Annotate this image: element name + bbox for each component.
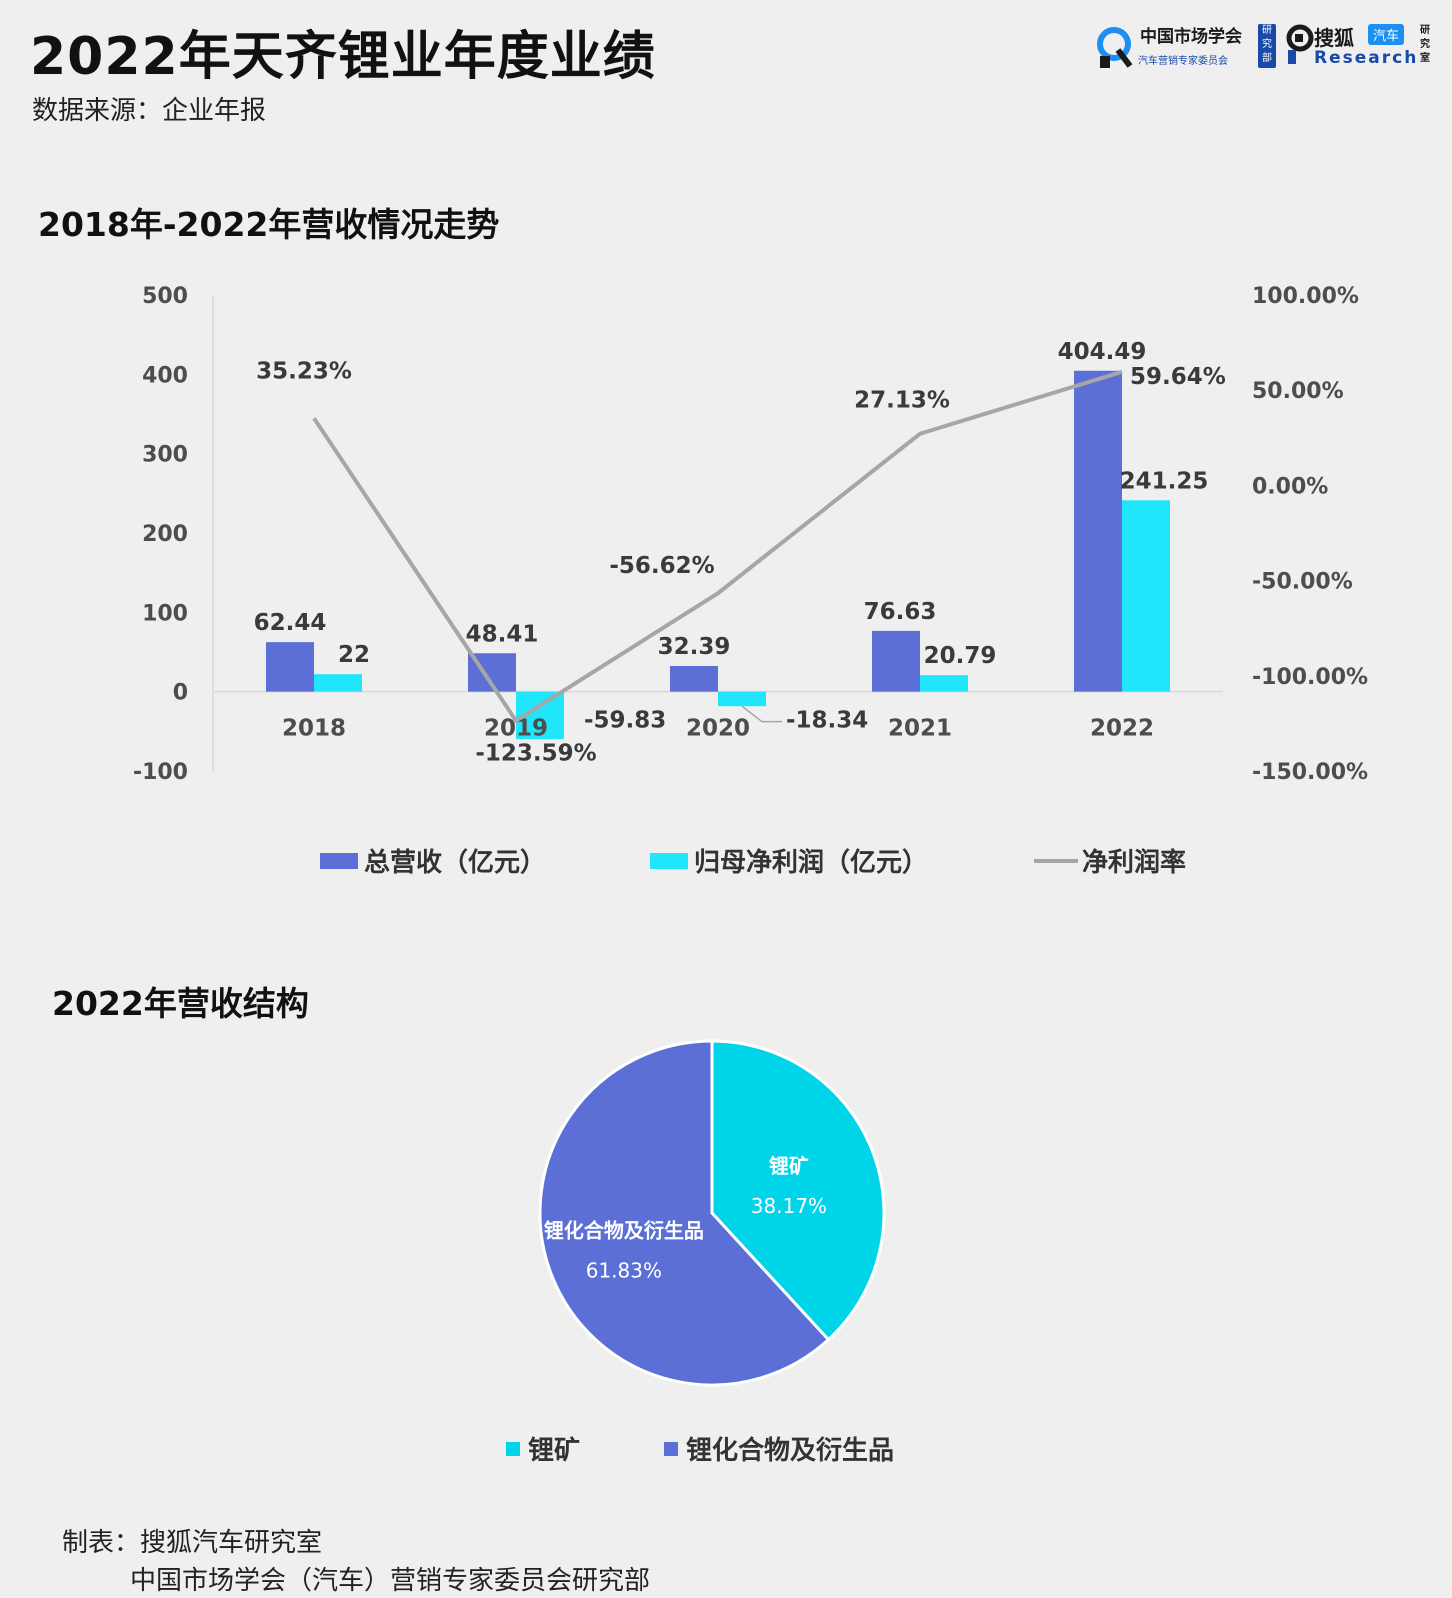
revenue-bar bbox=[266, 642, 314, 692]
x-tick-label: 2018 bbox=[282, 716, 346, 742]
y-left-tick-label: 300 bbox=[142, 443, 188, 468]
legend-item-margin: 净利润率 bbox=[1034, 842, 1186, 879]
y-left-tick-label: 0 bbox=[173, 681, 188, 706]
net-margin-data-label: -123.59% bbox=[475, 741, 596, 767]
y-right-tick-label: -150.00% bbox=[1252, 760, 1368, 785]
legend-item-net-profit: 归母净利润（亿元） bbox=[650, 842, 928, 879]
legend-item-revenue: 总营收（亿元） bbox=[320, 842, 546, 879]
revenue-data-label: 404.49 bbox=[1058, 339, 1147, 365]
revenue-data-label: 76.63 bbox=[864, 599, 937, 625]
sohu-logo-badge: 汽车 bbox=[1368, 24, 1405, 45]
trend-chart-title: 2018年-2022年营收情况走势 bbox=[38, 205, 500, 244]
net-profit-data-label: -59.83 bbox=[584, 708, 666, 734]
pie-legend-label-lithium-compounds: 锂化合物及衍生品 bbox=[686, 1436, 895, 1466]
revenue-data-label: 32.39 bbox=[658, 634, 731, 660]
y-right-tick-label: 100.00% bbox=[1252, 284, 1359, 309]
pie-slice bbox=[710, 1039, 886, 1342]
sohu-logo-research: Research bbox=[1314, 48, 1419, 68]
revenue-data-label: 62.44 bbox=[254, 610, 327, 636]
legend-label-margin: 净利润率 bbox=[1082, 848, 1187, 878]
legend-swatch-revenue bbox=[320, 852, 358, 869]
page-title: 2022年天齐锂业年度业绩 bbox=[30, 27, 656, 87]
cma-logo-subtitle: 汽车营销专家委员会 bbox=[1138, 56, 1228, 67]
pie-slice-value-label: 61.83% bbox=[586, 1258, 662, 1282]
x-tick-label: 2020 bbox=[686, 716, 750, 742]
net-margin-data-label: 27.13% bbox=[854, 388, 950, 414]
revenue-bar bbox=[670, 665, 718, 692]
net-profit-data-label: -18.34 bbox=[786, 708, 868, 734]
sohu-logo-research-cn: 研究室 bbox=[1420, 25, 1430, 64]
pie-slice-value-label: 38.17% bbox=[751, 1194, 827, 1218]
net-profit-bar bbox=[920, 675, 968, 692]
y-left-tick-label: -100 bbox=[133, 760, 188, 785]
pie-legend-item-lithium-ore: 锂矿 bbox=[506, 1430, 580, 1467]
revenue-bar bbox=[872, 630, 920, 692]
pie-legend-item-lithium-compounds: 锂化合物及衍生品 bbox=[664, 1430, 894, 1467]
net-profit-label-leader bbox=[741, 705, 782, 723]
pie-slice-name-label: 锂化合物及衍生品 bbox=[544, 1218, 704, 1242]
legend-label-net-profit: 归母净利润（亿元） bbox=[694, 848, 929, 878]
net-margin-data-label: -56.62% bbox=[609, 553, 714, 579]
pie-legend-swatch-lithium-compounds bbox=[664, 1441, 678, 1456]
net-margin-data-label: 59.64% bbox=[1130, 364, 1226, 390]
data-source: 数据来源：企业年报 bbox=[32, 96, 267, 126]
net-profit-data-label: 241.25 bbox=[1120, 468, 1209, 494]
net-margin-data-label: 35.23% bbox=[256, 358, 352, 384]
y-right-tick-label: -50.00% bbox=[1252, 570, 1353, 595]
structure-chart-title: 2022年营收结构 bbox=[52, 984, 309, 1023]
pie-legend-swatch-lithium-ore bbox=[506, 1441, 520, 1456]
pie-legend-label-lithium-ore: 锂矿 bbox=[528, 1436, 581, 1466]
revenue-structure-pie: 锂矿 38.17% 锂化合物及衍生品 61.83% bbox=[538, 1039, 886, 1387]
cma-logo-tag: 研究部 bbox=[1258, 24, 1276, 68]
revenue-bar bbox=[1074, 370, 1122, 692]
pie-slice-name-label: 锂矿 bbox=[769, 1154, 809, 1178]
sohu-logo-name: 搜狐 bbox=[1314, 26, 1354, 50]
cma-logo-name: 中国市场学会 bbox=[1140, 27, 1242, 47]
revenue-trend-chart: 500 400 300 200 100 0 -100 100.00% 50.00% 0.00% -5… bbox=[133, 284, 1368, 785]
logo-group: 中国市场学会 汽车营销专家委员会 研究部 搜狐 汽车 Research 研究室 bbox=[1096, 22, 1436, 74]
y-right-tick-label: 0.00% bbox=[1252, 474, 1328, 499]
x-tick-label: 2022 bbox=[1090, 716, 1154, 742]
footer-credit-org: 中国市场学会（汽车）营销专家委员会研究部 bbox=[130, 1566, 651, 1596]
footer-credit: 制表：搜狐汽车研究室 bbox=[62, 1528, 323, 1558]
x-tick-label: 2021 bbox=[888, 716, 952, 742]
net-profit-bar bbox=[718, 691, 766, 707]
y-right-tick-label: 50.00% bbox=[1252, 379, 1344, 404]
net-margin-line bbox=[312, 369, 1123, 724]
net-profit-bar bbox=[1122, 500, 1170, 692]
pie-slice bbox=[538, 1039, 831, 1387]
legend-label-revenue: 总营收（亿元） bbox=[364, 848, 547, 878]
net-profit-data-label: 22 bbox=[338, 642, 370, 668]
net-profit-data-label: 20.79 bbox=[924, 643, 997, 669]
legend-swatch-net-profit bbox=[650, 852, 688, 869]
net-profit-bar bbox=[314, 674, 362, 692]
y-left-tick-label: 500 bbox=[142, 284, 188, 309]
y-right-tick-label: -100.00% bbox=[1252, 665, 1368, 690]
y-left-tick-label: 100 bbox=[142, 601, 188, 626]
legend-swatch-margin bbox=[1034, 858, 1078, 863]
y-left-tick-label: 200 bbox=[142, 522, 188, 547]
y-left-tick-label: 400 bbox=[142, 363, 188, 388]
cma-logo-icon bbox=[1097, 27, 1133, 68]
sohu-logo-icon bbox=[1286, 24, 1314, 64]
revenue-data-label: 48.41 bbox=[466, 621, 539, 647]
